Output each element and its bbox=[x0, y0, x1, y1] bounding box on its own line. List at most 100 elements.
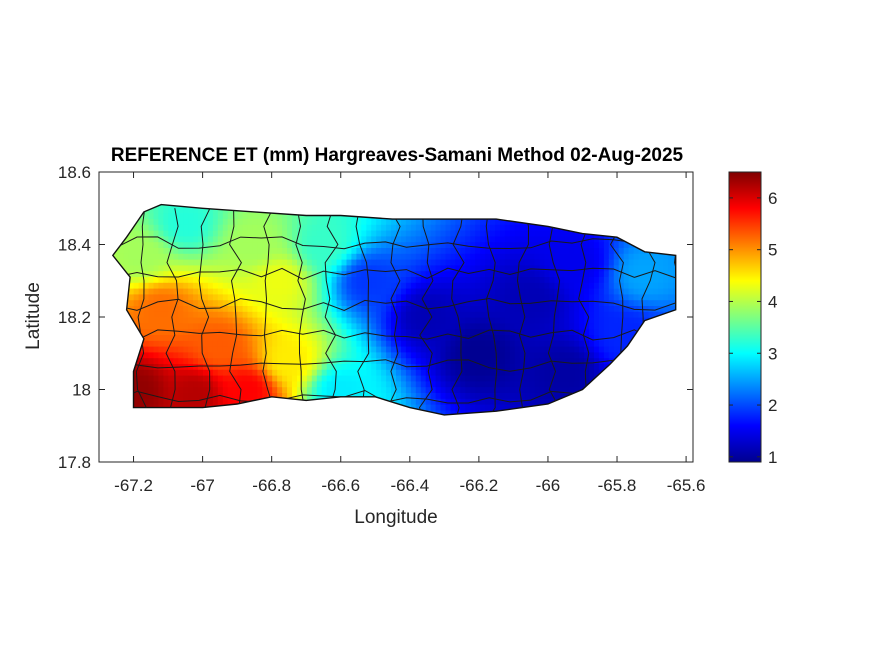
heat-cell bbox=[480, 357, 486, 364]
heat-cell bbox=[252, 328, 258, 335]
heat-cell bbox=[405, 398, 412, 405]
heat-cell bbox=[212, 299, 219, 306]
heat-cell bbox=[173, 322, 179, 330]
heat-cell bbox=[480, 375, 486, 382]
heat-cell bbox=[326, 235, 333, 243]
heat-cell bbox=[272, 334, 278, 341]
heat-cell bbox=[356, 311, 362, 318]
heat-cell bbox=[207, 357, 214, 364]
heat-cell bbox=[401, 398, 407, 405]
heat-cell bbox=[292, 247, 298, 254]
heat-cell bbox=[386, 224, 392, 231]
heat-cell bbox=[569, 299, 575, 306]
heat-cell bbox=[257, 369, 263, 376]
heat-cell bbox=[509, 386, 516, 393]
heat-cell bbox=[252, 322, 258, 330]
heat-cell bbox=[435, 404, 442, 411]
heat-cell bbox=[346, 375, 353, 382]
heat-cell bbox=[569, 288, 575, 295]
heat-cell bbox=[341, 392, 348, 399]
heat-cell bbox=[524, 305, 531, 312]
heat-cell bbox=[242, 212, 249, 219]
heat-cell bbox=[490, 224, 496, 231]
heat-cell bbox=[306, 276, 313, 283]
heat-cell bbox=[425, 340, 432, 347]
heat-cell bbox=[183, 392, 189, 399]
heat-cell bbox=[430, 235, 437, 243]
heat-cell bbox=[227, 253, 234, 260]
heat-cell bbox=[297, 375, 303, 382]
heat-cell bbox=[430, 230, 437, 237]
heat-cell bbox=[534, 270, 541, 277]
heat-cell bbox=[203, 288, 209, 295]
heat-cell bbox=[381, 276, 387, 283]
heat-cell bbox=[480, 253, 486, 260]
heat-cell bbox=[589, 282, 595, 289]
heat-cell bbox=[475, 235, 481, 243]
heat-cell bbox=[168, 363, 174, 370]
heat-cell bbox=[564, 247, 570, 254]
heat-cell bbox=[143, 351, 150, 359]
heat-cell bbox=[222, 235, 229, 243]
heat-cell bbox=[148, 212, 155, 219]
heat-cell bbox=[212, 398, 219, 405]
heat-cell bbox=[133, 288, 140, 295]
heat-cell bbox=[316, 369, 323, 376]
heat-cell bbox=[173, 311, 179, 318]
heat-cell bbox=[252, 230, 258, 237]
heat-cell bbox=[470, 357, 476, 364]
heat-cell bbox=[480, 340, 486, 347]
heat-cell bbox=[252, 369, 258, 376]
heat-cell bbox=[529, 241, 536, 248]
heat-cell bbox=[529, 305, 536, 312]
heat-cell bbox=[569, 247, 575, 254]
heat-cell bbox=[163, 224, 169, 231]
heat-cell bbox=[252, 351, 258, 359]
heat-cell bbox=[242, 346, 249, 353]
heat-cell bbox=[539, 357, 546, 364]
heat-cell bbox=[287, 369, 293, 376]
heat-cell bbox=[470, 282, 476, 289]
heat-cell bbox=[242, 288, 249, 295]
heat-cell bbox=[242, 357, 249, 364]
heat-cell bbox=[173, 293, 179, 301]
heat-cell bbox=[450, 386, 457, 393]
heat-cell bbox=[351, 386, 357, 393]
heat-cell bbox=[445, 311, 452, 318]
heat-cell bbox=[485, 363, 491, 370]
heat-cell bbox=[584, 253, 590, 260]
heat-cell bbox=[287, 276, 293, 283]
heat-cell bbox=[316, 230, 323, 237]
heat-cell bbox=[222, 230, 229, 237]
heat-cell bbox=[217, 253, 224, 260]
heat-cell bbox=[272, 299, 278, 306]
heat-cell bbox=[292, 369, 298, 376]
heat-cell bbox=[376, 235, 382, 243]
heat-cell bbox=[326, 230, 333, 237]
heat-cell bbox=[222, 392, 229, 399]
heat-cell bbox=[282, 386, 288, 393]
heat-cell bbox=[401, 282, 407, 289]
heat-cell bbox=[252, 380, 258, 388]
heat-cell bbox=[410, 392, 417, 399]
heat-cell bbox=[579, 340, 585, 347]
heat-cell bbox=[198, 317, 204, 324]
heat-cell bbox=[386, 346, 392, 353]
heat-cell bbox=[410, 299, 417, 306]
heat-cell bbox=[163, 317, 169, 324]
heat-cell bbox=[435, 299, 442, 306]
heat-cell bbox=[569, 276, 575, 283]
heat-cell bbox=[381, 259, 387, 266]
heat-cell bbox=[534, 247, 541, 254]
heat-cell bbox=[351, 218, 357, 225]
heat-cell bbox=[292, 363, 298, 370]
heat-cell bbox=[391, 235, 397, 243]
heat-cell bbox=[148, 241, 155, 248]
heat-cell bbox=[222, 253, 229, 260]
heat-cell bbox=[371, 247, 377, 254]
heat-cell bbox=[153, 264, 160, 272]
heat-cell bbox=[272, 322, 278, 330]
heat-cell bbox=[430, 363, 437, 370]
heat-cell bbox=[539, 369, 546, 376]
heat-cell bbox=[123, 264, 130, 272]
